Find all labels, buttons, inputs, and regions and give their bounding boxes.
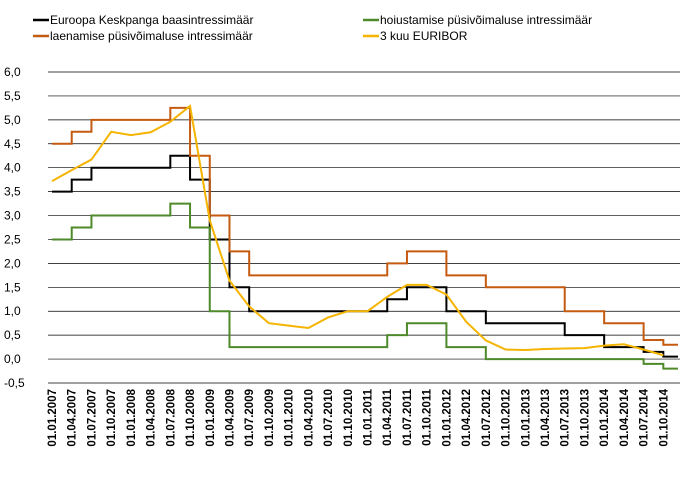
y-tick-label: 0,0 <box>4 352 21 366</box>
x-tick-label: 01.07.2014 <box>639 388 651 446</box>
legend-label: laenamise püsivõimaluse intressimäär <box>50 29 253 43</box>
x-tick-label: 01.10.2007 <box>106 389 118 447</box>
x-tick-label: 01.01.2011 <box>363 388 375 446</box>
y-tick-label: 5,0 <box>4 113 21 127</box>
x-tick-label: 01.07.2007 <box>86 389 98 447</box>
series-line <box>52 106 678 346</box>
x-tick-label: 01.04.2014 <box>619 388 631 446</box>
x-tick-label: 01.07.2009 <box>244 389 256 447</box>
x-tick-label: 01.04.2012 <box>461 389 473 447</box>
y-tick-label: 4,0 <box>4 161 21 175</box>
x-tick-label: 01.07.2012 <box>481 389 493 447</box>
y-tick-label: -0,5 <box>4 376 25 390</box>
x-tick-label: 01.07.2010 <box>323 389 335 447</box>
legend-label: hoiustamise püsivõimaluse intressimäär <box>380 13 592 27</box>
series-line <box>52 154 678 358</box>
y-tick-label: 2,5 <box>4 232 21 246</box>
x-tick-label: 01.04.2007 <box>67 389 79 447</box>
x-tick-label: 01.07.2013 <box>560 389 572 447</box>
x-tick-label: 01.07.2011 <box>402 388 414 446</box>
x-tick-label: 01.04.2009 <box>224 389 236 447</box>
x-tick-label: 01.01.2010 <box>284 389 296 447</box>
y-tick-label: 0,5 <box>4 328 21 342</box>
y-tick-label: 2,0 <box>4 256 21 270</box>
legend-label: 3 kuu EURIBOR <box>380 29 468 43</box>
y-tick-label: 1,0 <box>4 304 21 318</box>
x-tick-label: 01.10.2009 <box>264 389 276 447</box>
x-tick-label: 01.04.2013 <box>540 389 552 447</box>
x-tick-label: 01.01.2009 <box>205 389 217 447</box>
y-tick-label: 1,5 <box>4 280 21 294</box>
series-line <box>52 202 678 370</box>
x-tick-label: 01.01.2013 <box>520 389 532 447</box>
x-tick-label: 01.10.2012 <box>501 389 513 447</box>
x-tick-label: 01.07.2008 <box>165 388 177 446</box>
series-line <box>51 104 664 357</box>
y-tick-label: 3,5 <box>4 185 21 199</box>
x-tick-label: 01.01.2007 <box>47 389 59 447</box>
x-tick-label: 01.04.2010 <box>303 389 315 447</box>
y-tick-label: 3,0 <box>4 209 21 223</box>
x-tick-label: 01.10.2010 <box>343 389 355 447</box>
legend-label: Euroopa Keskpanga baasintressimäär <box>50 13 253 27</box>
x-tick-label: 01.01.2008 <box>126 388 138 446</box>
x-tick-label: 01.10.2008 <box>185 388 197 446</box>
y-tick-label: 6,0 <box>4 65 21 79</box>
x-tick-label: 01.10.2014 <box>658 388 670 446</box>
x-tick-label: 01.10.2011 <box>422 388 434 446</box>
x-tick-label: 01.01.2014 <box>599 388 611 446</box>
y-tick-label: 4,5 <box>4 137 21 151</box>
x-tick-label: 01.04.2008 <box>146 388 158 446</box>
x-tick-label: 01.04.2011 <box>382 388 394 446</box>
x-tick-label: 01.01.2012 <box>441 389 453 447</box>
x-tick-label: 01.10.2013 <box>579 389 591 447</box>
y-tick-label: 5,5 <box>4 89 21 103</box>
